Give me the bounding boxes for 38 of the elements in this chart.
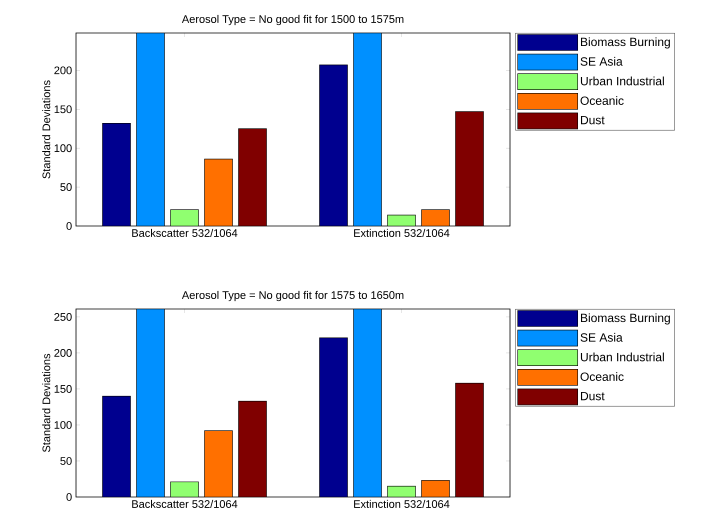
bar xyxy=(204,158,233,226)
bar xyxy=(170,209,199,226)
bar xyxy=(102,122,131,226)
y-tick-label: 0 xyxy=(66,493,72,501)
y-tick-label: 150 xyxy=(54,105,72,114)
legend-label: Oceanic xyxy=(580,96,624,105)
y-tick-label: 50 xyxy=(60,457,72,465)
bar xyxy=(421,209,450,226)
y-tick-label: 200 xyxy=(54,349,72,357)
legend-label: SE Asia xyxy=(580,56,623,66)
legend-label: Urban Industrial xyxy=(580,76,664,86)
y-tick-label: 100 xyxy=(54,421,72,429)
y-tick-label: 100 xyxy=(54,144,72,152)
legend-label: Dust xyxy=(580,116,605,124)
y-tick-label: 0 xyxy=(66,222,72,230)
y-tick-label: 150 xyxy=(54,385,72,393)
bar xyxy=(455,382,484,497)
x-tick-label: Backscatter 532/1064 xyxy=(132,500,238,508)
bar xyxy=(238,128,267,226)
bar xyxy=(238,400,267,497)
y-tick-label: 250 xyxy=(54,313,72,321)
bar xyxy=(455,111,484,226)
x-tick-label: Extinction 532/1064 xyxy=(354,228,450,237)
legend-label: Urban Industrial xyxy=(580,352,664,362)
bar xyxy=(319,64,348,226)
chart-title: Aerosol Type = No good fit for 1575 to 1650m xyxy=(182,290,404,302)
y-tick-label: 200 xyxy=(54,66,72,74)
legend-label: Biomass Burning xyxy=(580,313,670,325)
x-tick-label: Extinction 532/1064 xyxy=(354,500,450,508)
legend-label: Biomass Burning xyxy=(580,37,670,49)
x-tick-label: Backscatter 532/1064 xyxy=(132,228,238,237)
y-axis-title: Standard Deviations xyxy=(42,80,50,179)
chart-title: Aerosol Type = No good fit for 1500 to 1575m xyxy=(182,14,404,26)
legend-label: Dust xyxy=(580,392,605,400)
y-tick-label: 50 xyxy=(60,183,72,191)
legend-label: Oceanic xyxy=(580,372,624,381)
legend-label: SE Asia xyxy=(580,332,623,342)
y-axis-title: Standard Deviations xyxy=(42,354,50,452)
